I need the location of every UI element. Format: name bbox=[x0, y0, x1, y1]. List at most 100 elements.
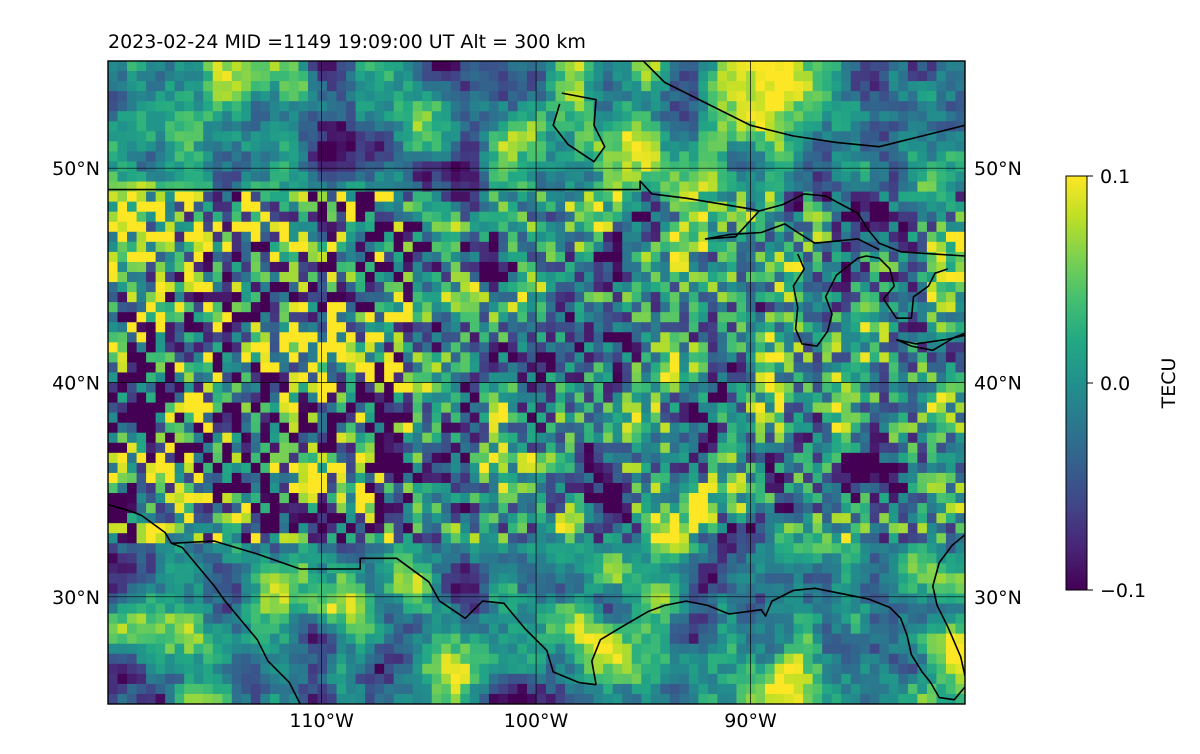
heatmap-cell bbox=[165, 352, 176, 364]
heatmap-cell bbox=[736, 603, 747, 615]
heatmap-cell bbox=[317, 382, 328, 394]
heatmap-cell bbox=[679, 261, 690, 273]
heatmap-cell bbox=[298, 523, 309, 534]
heatmap-cell bbox=[298, 101, 309, 112]
heatmap-cell bbox=[803, 503, 814, 514]
heatmap-cell bbox=[546, 161, 557, 173]
heatmap-cell bbox=[622, 201, 633, 213]
heatmap-cell bbox=[374, 211, 385, 223]
heatmap-cell bbox=[831, 563, 842, 574]
heatmap-cell bbox=[641, 151, 652, 163]
heatmap-cell bbox=[279, 543, 290, 554]
heatmap-cell bbox=[555, 121, 566, 132]
heatmap-cell bbox=[450, 402, 461, 414]
heatmap-cell bbox=[584, 482, 595, 494]
heatmap-cell bbox=[612, 493, 623, 504]
heatmap-cell bbox=[165, 61, 176, 72]
heatmap-cell bbox=[403, 131, 414, 142]
heatmap-cell bbox=[393, 302, 404, 313]
heatmap-cell bbox=[584, 191, 595, 203]
heatmap-cell bbox=[688, 261, 699, 273]
heatmap-cell bbox=[955, 131, 965, 142]
heatmap-cell bbox=[146, 131, 157, 142]
heatmap-cell bbox=[260, 362, 271, 374]
heatmap-cell bbox=[384, 302, 395, 313]
heatmap-cell bbox=[669, 292, 680, 303]
heatmap-cell bbox=[517, 191, 528, 203]
heatmap-cell bbox=[850, 482, 861, 494]
heatmap-cell bbox=[279, 332, 290, 343]
heatmap-cell bbox=[850, 493, 861, 504]
heatmap-cell bbox=[755, 271, 766, 283]
heatmap-cell bbox=[698, 282, 709, 293]
heatmap-cell bbox=[917, 181, 928, 193]
heatmap-cell bbox=[574, 71, 585, 82]
heatmap-cell bbox=[793, 312, 804, 323]
heatmap-cell bbox=[517, 111, 528, 122]
heatmap-cell bbox=[127, 91, 138, 102]
heatmap-cell bbox=[765, 261, 776, 273]
heatmap-cell bbox=[574, 141, 585, 153]
heatmap-cell bbox=[317, 603, 328, 615]
heatmap-cell bbox=[526, 151, 538, 163]
heatmap-cell bbox=[307, 71, 319, 82]
heatmap-cell bbox=[469, 81, 480, 92]
heatmap-cell bbox=[422, 61, 433, 72]
heatmap-cell bbox=[384, 482, 395, 494]
heatmap-cell bbox=[317, 191, 328, 203]
heatmap-cell bbox=[498, 493, 509, 504]
heatmap-cell bbox=[726, 422, 738, 434]
heatmap-cell bbox=[917, 251, 928, 263]
heatmap-cell bbox=[869, 151, 880, 163]
heatmap-cell bbox=[450, 472, 461, 484]
heatmap-cell bbox=[507, 292, 519, 303]
heatmap-cell bbox=[155, 462, 166, 474]
heatmap-cell bbox=[488, 302, 500, 313]
heatmap-cell bbox=[898, 422, 909, 434]
heatmap-cell bbox=[203, 61, 214, 72]
heatmap-cell bbox=[669, 462, 680, 474]
heatmap-cell bbox=[765, 111, 776, 122]
heatmap-cell bbox=[565, 201, 576, 213]
heatmap-cell bbox=[669, 322, 680, 333]
heatmap-cell bbox=[441, 583, 452, 595]
heatmap-cell bbox=[127, 342, 138, 353]
heatmap-cell bbox=[850, 211, 861, 223]
heatmap-cell bbox=[812, 282, 823, 293]
heatmap-cell bbox=[336, 523, 347, 534]
heatmap-cell bbox=[507, 392, 519, 404]
heatmap-cell bbox=[717, 261, 728, 273]
heatmap-cell bbox=[336, 533, 347, 544]
heatmap-cell bbox=[650, 513, 661, 524]
heatmap-cell bbox=[460, 61, 471, 72]
heatmap-cell bbox=[165, 593, 176, 605]
heatmap-cell bbox=[260, 382, 271, 394]
heatmap-cell bbox=[231, 181, 242, 193]
heatmap-cell bbox=[831, 603, 842, 615]
heatmap-cell bbox=[479, 382, 490, 394]
heatmap-cell bbox=[222, 201, 233, 213]
heatmap-cell bbox=[307, 221, 319, 233]
heatmap-cell bbox=[726, 61, 738, 72]
heatmap-cell bbox=[688, 71, 699, 82]
heatmap-cell bbox=[460, 573, 471, 585]
heatmap-cell bbox=[431, 101, 442, 112]
heatmap-cell bbox=[907, 563, 918, 574]
heatmap-cell bbox=[936, 362, 947, 374]
heatmap-cell bbox=[460, 563, 471, 574]
heatmap-cell bbox=[127, 211, 138, 223]
heatmap-cell bbox=[393, 583, 404, 595]
heatmap-cell bbox=[688, 422, 699, 434]
heatmap-cell bbox=[184, 302, 195, 313]
heatmap-cell bbox=[765, 533, 776, 544]
heatmap-cell bbox=[526, 282, 538, 293]
heatmap-cell bbox=[784, 372, 795, 384]
heatmap-cell bbox=[860, 442, 871, 454]
heatmap-cell bbox=[546, 382, 557, 394]
heatmap-cell bbox=[717, 432, 728, 444]
heatmap-cell bbox=[346, 352, 357, 364]
heatmap-cell bbox=[822, 302, 833, 313]
heatmap-cell bbox=[869, 201, 880, 213]
heatmap-cell bbox=[231, 171, 242, 183]
heatmap-cell bbox=[822, 251, 833, 263]
